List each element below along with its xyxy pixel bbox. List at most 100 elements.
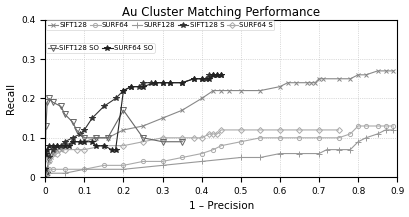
SURF64 [382,125,387,127]
SIFT128 SO [62,113,67,115]
SURF64 [50,168,55,171]
SURF64 SO [214,74,219,76]
SIFT128 S [207,74,211,76]
SURF64 [390,125,395,127]
SIFT128 S [191,77,196,80]
SURF64 S [101,144,106,147]
SIFT128 [93,136,98,139]
SIFT128 S [128,85,133,88]
SURF64 SO [218,74,223,76]
SURF64 SO [90,140,94,143]
SURF64 SO [43,152,48,155]
SURF64 [43,174,47,176]
SIFT128 SO [45,101,49,104]
SIFT128 S [148,81,153,84]
SURF64 SO [43,168,47,171]
SURF64 SO [50,144,55,147]
SURF128 [121,168,126,171]
SURF64 [160,160,164,163]
SURF64 [277,136,282,139]
SIFT128 S [168,81,173,84]
SURF64 SO [160,81,164,84]
SURF64 [82,168,87,171]
SURF64 S [257,129,262,131]
SURF64 SO [66,144,71,147]
SIFT128 [140,125,145,127]
SURF64 S [43,175,47,177]
SIFT128 [374,70,379,72]
SURF64 [238,140,243,143]
SURF64 S [140,140,145,143]
SURF64 SO [128,85,133,88]
SURF64 [101,164,106,167]
Line: SURF64 S: SURF64 S [43,128,340,178]
SURF64 [218,144,223,147]
SIFT128 SO [179,140,184,143]
SIFT128 S [58,144,63,147]
SURF64 SO [62,144,67,147]
SURF128 [335,148,340,151]
SIFT128 [238,89,243,92]
SURF128 [238,156,243,159]
SIFT128 [58,148,63,151]
SURF128 [390,129,395,131]
SIFT128 SO [82,136,87,139]
SURF64 SO [207,77,211,80]
SIFT128 [82,140,87,143]
SIFT128 [49,156,54,159]
SURF64 S [179,136,184,139]
SURF128 [160,164,164,167]
SURF64 S [62,148,67,151]
SURF64 SO [191,77,196,80]
SIFT128 [62,144,67,147]
Title: Au Cluster Matching Performance: Au Cluster Matching Performance [122,6,319,19]
SURF64 SO [109,148,114,151]
SURF64 SO [179,81,184,84]
SURF64 SO [168,81,173,84]
SIFT128 [70,140,75,143]
SURF64 S [335,129,340,131]
SIFT128 S [140,81,145,84]
SIFT128 SO [93,136,98,139]
SIFT128 [308,81,313,84]
SURF64 SO [152,81,157,84]
SIFT128 SO [58,105,63,108]
SURF128 [43,175,47,178]
SURF64 S [207,133,211,135]
SURF64 SO [113,148,118,151]
SIFT128 [390,70,395,72]
SURF64 S [277,129,282,131]
SURF64 SO [54,144,59,147]
SURF64 S [54,152,59,155]
SIFT128 [277,85,282,88]
SURF128 [374,133,379,135]
SURF64 SO [78,140,83,143]
SURF128 [45,174,49,176]
SURF64 S [45,172,49,174]
SIFT128 [211,89,216,92]
SIFT128 SO [160,140,164,143]
SURF64 SO [101,144,106,147]
SURF128 [347,148,352,151]
SURF64 [347,133,352,135]
SURF64 [140,160,145,163]
SURF64 [199,152,204,155]
SIFT128 SO [50,101,55,104]
SIFT128 SO [121,109,126,112]
SURF128 [363,136,368,139]
SURF64 [355,125,360,127]
Line: SURF64 SO: SURF64 SO [42,72,223,172]
Line: SURF128: SURF128 [42,127,395,179]
SIFT128 SO [43,152,47,155]
SIFT128 [335,77,340,80]
SURF64 SO [93,144,98,147]
SURF64 [335,136,340,139]
SURF64 S [160,136,164,139]
SURF128 [199,160,204,163]
SIFT128 [320,77,325,80]
SIFT128 [47,160,52,163]
SURF64 S [74,148,79,151]
Line: SIFT128 S: SIFT128 S [42,72,223,178]
Line: SURF64: SURF64 [43,124,394,177]
SIFT128 S [82,129,87,131]
